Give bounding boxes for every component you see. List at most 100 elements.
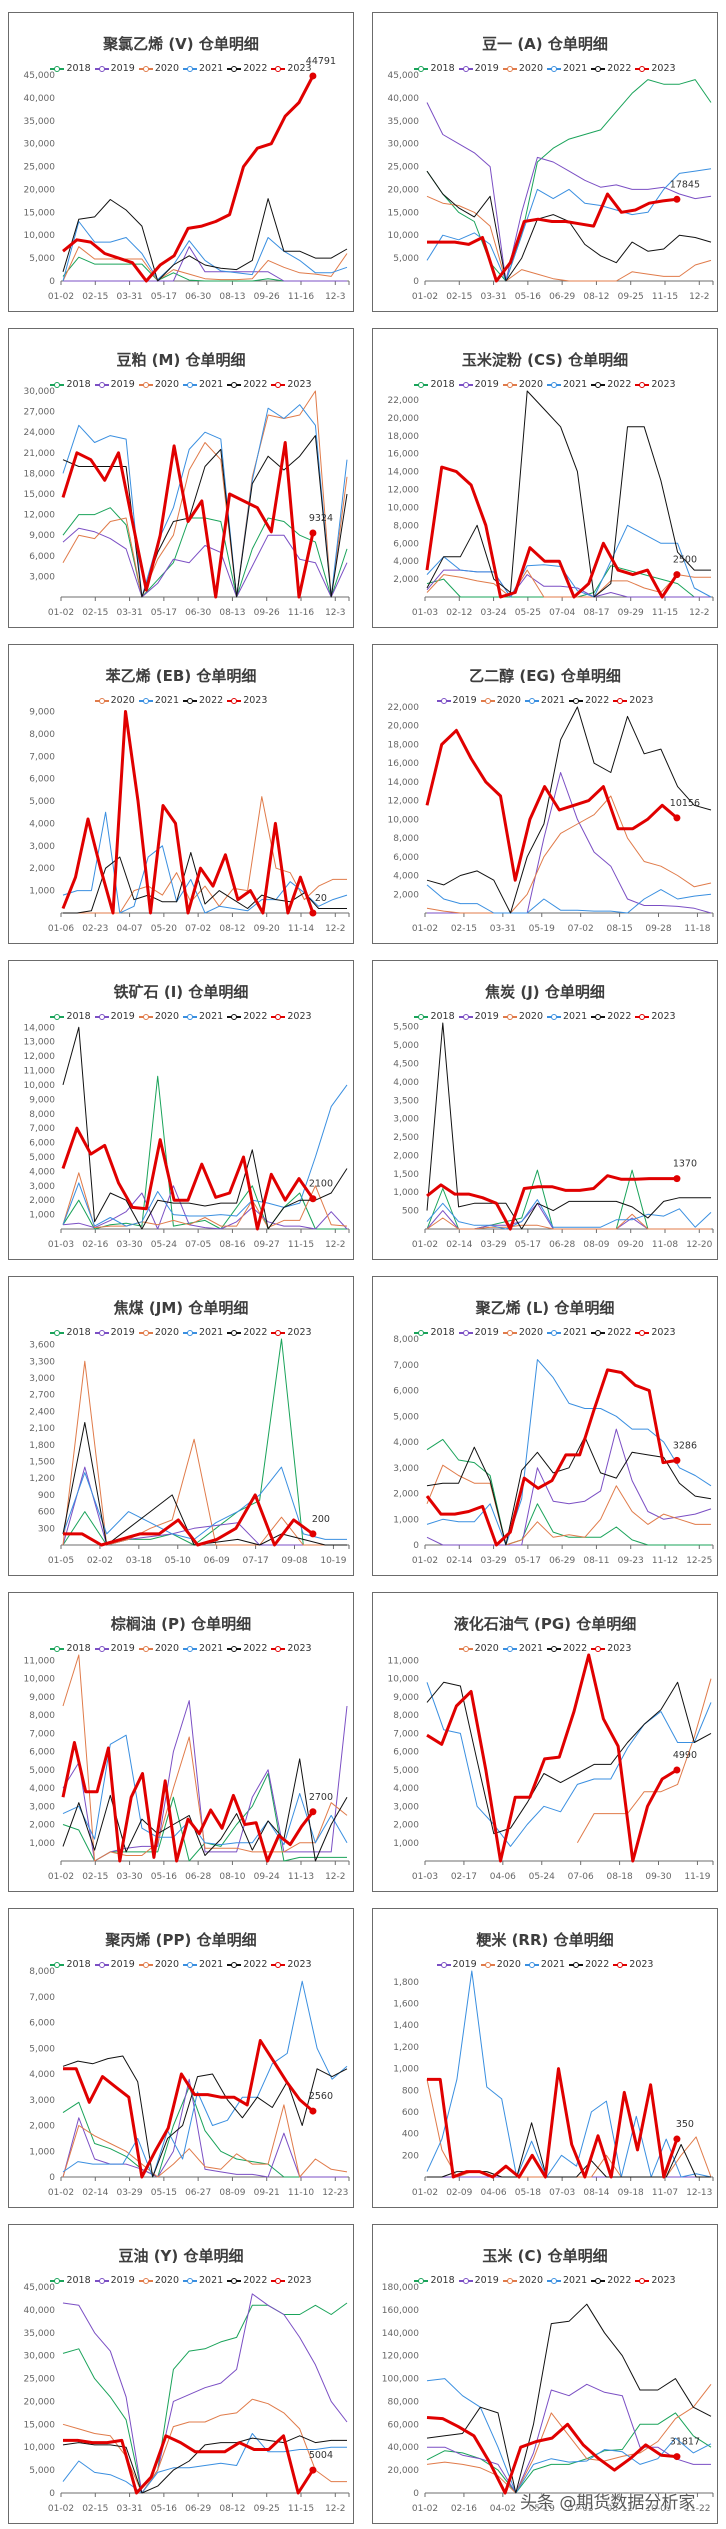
legend-item-2019[interactable]: 2019 — [458, 1327, 499, 1338]
last-point-marker[interactable] — [309, 1195, 317, 1203]
legend-item-2021[interactable]: 2021 — [502, 1643, 543, 1654]
legend-item-2020[interactable]: 2020 — [502, 2275, 543, 2286]
legend-item-2020[interactable]: 2020 — [138, 63, 179, 74]
legend-item-2019[interactable]: 2019 — [436, 695, 477, 706]
legend-item-2023[interactable]: 2023 — [635, 2275, 676, 2286]
last-point-marker[interactable] — [673, 1175, 681, 1183]
legend-item-2020[interactable]: 2020 — [94, 695, 135, 706]
last-point-marker[interactable] — [673, 2135, 681, 2143]
legend-item-2021[interactable]: 2021 — [547, 1327, 587, 1338]
legend-item-2021[interactable]: 2021 — [183, 1327, 223, 1338]
legend-item-2020[interactable]: 2020 — [138, 1959, 179, 1970]
legend-item-2020[interactable]: 2020 — [502, 63, 543, 74]
legend-item-2022[interactable]: 2022 — [569, 695, 609, 706]
legend-item-2019[interactable]: 2019 — [458, 379, 499, 390]
last-point-marker[interactable] — [309, 2107, 317, 2115]
legend-item-2019[interactable]: 2019 — [94, 63, 135, 74]
legend-item-2021[interactable]: 2021 — [547, 379, 587, 390]
legend-item-2020[interactable]: 2020 — [502, 379, 543, 390]
legend-item-2023[interactable]: 2023 — [271, 63, 312, 74]
legend-item-2019[interactable]: 2019 — [94, 1643, 135, 1654]
last-point-marker[interactable] — [673, 195, 681, 203]
legend-item-2021[interactable]: 2021 — [183, 2275, 223, 2286]
legend-item-2019[interactable]: 2019 — [94, 1959, 135, 1970]
legend-item-2018[interactable]: 2018 — [50, 63, 91, 74]
legend-item-2022[interactable]: 2022 — [591, 2275, 631, 2286]
legend-item-2018[interactable]: 2018 — [50, 1011, 91, 1022]
legend-item-2020[interactable]: 2020 — [458, 1643, 499, 1654]
legend-item-2023[interactable]: 2023 — [635, 379, 676, 390]
legend-item-2023[interactable]: 2023 — [271, 2275, 312, 2286]
last-point-marker[interactable] — [309, 909, 317, 917]
legend-item-2020[interactable]: 2020 — [138, 379, 179, 390]
legend-item-2018[interactable]: 2018 — [50, 1643, 91, 1654]
legend-item-2018[interactable]: 2018 — [414, 379, 455, 390]
last-point-marker[interactable] — [673, 2453, 681, 2461]
legend-item-2018[interactable]: 2018 — [414, 2275, 455, 2286]
last-point-marker[interactable] — [309, 72, 317, 80]
legend-item-2021[interactable]: 2021 — [547, 2275, 587, 2286]
legend-item-2021[interactable]: 2021 — [183, 63, 223, 74]
legend-item-2020[interactable]: 2020 — [138, 1643, 179, 1654]
legend-item-2022[interactable]: 2022 — [591, 379, 631, 390]
legend-item-2018[interactable]: 2018 — [50, 1327, 91, 1338]
legend-item-2020[interactable]: 2020 — [502, 1011, 543, 1022]
legend-item-2022[interactable]: 2022 — [547, 1643, 587, 1654]
legend-item-2021[interactable]: 2021 — [547, 1011, 587, 1022]
legend-item-2021[interactable]: 2021 — [183, 1011, 223, 1022]
legend-item-2022[interactable]: 2022 — [591, 63, 631, 74]
legend-item-2019[interactable]: 2019 — [458, 1011, 499, 1022]
legend-item-2023[interactable]: 2023 — [271, 379, 312, 390]
legend-item-2023[interactable]: 2023 — [227, 695, 267, 706]
legend-item-2018[interactable]: 2018 — [414, 63, 455, 74]
legend-item-2023[interactable]: 2023 — [635, 63, 676, 74]
last-point-marker[interactable] — [309, 1808, 317, 1816]
last-point-marker[interactable] — [309, 529, 317, 537]
legend-item-2023[interactable]: 2023 — [271, 1011, 312, 1022]
legend-item-2018[interactable]: 2018 — [50, 1959, 91, 1970]
legend-item-2022[interactable]: 2022 — [227, 379, 267, 390]
legend-item-2020[interactable]: 2020 — [138, 2275, 179, 2286]
legend-item-2019[interactable]: 2019 — [94, 1011, 135, 1022]
legend-item-2019[interactable]: 2019 — [94, 2275, 135, 2286]
legend-item-2018[interactable]: 2018 — [50, 379, 91, 390]
legend-item-2022[interactable]: 2022 — [183, 695, 223, 706]
last-point-marker[interactable] — [673, 1456, 681, 1464]
legend-item-2022[interactable]: 2022 — [227, 1011, 267, 1022]
legend-item-2022[interactable]: 2022 — [569, 1959, 609, 1970]
last-point-marker[interactable] — [309, 1530, 317, 1538]
legend-item-2020[interactable]: 2020 — [480, 1959, 521, 1970]
last-point-marker[interactable] — [673, 814, 681, 822]
last-point-marker[interactable] — [673, 1766, 681, 1774]
last-point-marker[interactable] — [673, 571, 681, 579]
legend-item-2023[interactable]: 2023 — [635, 1011, 676, 1022]
legend-item-2022[interactable]: 2022 — [227, 2275, 267, 2286]
last-point-marker[interactable] — [309, 2466, 317, 2474]
legend-item-2018[interactable]: 2018 — [414, 1011, 455, 1022]
legend-item-2023[interactable]: 2023 — [613, 695, 653, 706]
legend-item-2022[interactable]: 2022 — [227, 1327, 267, 1338]
legend-item-2021[interactable]: 2021 — [183, 1643, 223, 1654]
legend-item-2022[interactable]: 2022 — [591, 1327, 631, 1338]
legend-item-2023[interactable]: 2023 — [271, 1959, 312, 1970]
legend-item-2021[interactable]: 2021 — [547, 63, 587, 74]
legend-item-2020[interactable]: 2020 — [138, 1011, 179, 1022]
legend-item-2023[interactable]: 2023 — [271, 1643, 312, 1654]
legend-item-2023[interactable]: 2023 — [271, 1327, 312, 1338]
legend-item-2020[interactable]: 2020 — [480, 695, 521, 706]
legend-item-2019[interactable]: 2019 — [436, 1959, 477, 1970]
legend-item-2021[interactable]: 2021 — [183, 379, 223, 390]
legend-item-2019[interactable]: 2019 — [94, 379, 135, 390]
legend-item-2018[interactable]: 2018 — [50, 2275, 91, 2286]
legend-item-2021[interactable]: 2021 — [138, 695, 179, 706]
legend-item-2021[interactable]: 2021 — [183, 1959, 223, 1970]
legend-item-2019[interactable]: 2019 — [458, 63, 499, 74]
legend-item-2022[interactable]: 2022 — [227, 63, 267, 74]
legend-item-2022[interactable]: 2022 — [227, 1959, 267, 1970]
legend-item-2020[interactable]: 2020 — [138, 1327, 179, 1338]
legend-item-2020[interactable]: 2020 — [502, 1327, 543, 1338]
legend-item-2019[interactable]: 2019 — [94, 1327, 135, 1338]
legend-item-2023[interactable]: 2023 — [591, 1643, 631, 1654]
legend-item-2022[interactable]: 2022 — [591, 1011, 631, 1022]
legend-item-2023[interactable]: 2023 — [613, 1959, 653, 1970]
